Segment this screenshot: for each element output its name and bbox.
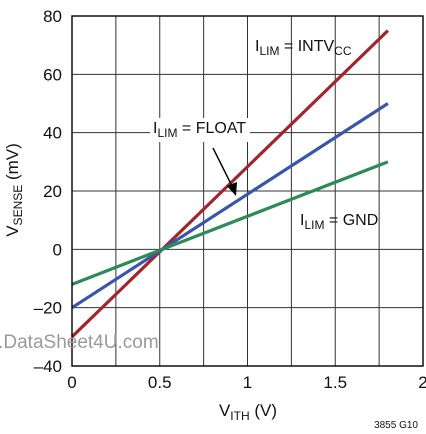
- annotation-float-arrow: [212, 147, 235, 191]
- x-tick-label: 0: [67, 373, 76, 392]
- series-line-float: [71, 102, 389, 310]
- x-axis-title: VITH (V): [219, 401, 277, 423]
- watermark: www.DataSheet4U.com: [0, 332, 159, 353]
- y-axis-title: VSENSE (mV): [3, 143, 25, 237]
- y-tick-label: 20: [43, 182, 62, 201]
- annotation-ilim-float: ILIM = FLOAT: [153, 120, 246, 140]
- y-tick-labels: –40 –20 0 20 40 60 80: [34, 7, 62, 376]
- y-tick-label: –40: [34, 357, 62, 376]
- annotation-ilim-intvcc: ILIM = INTVCC: [255, 38, 352, 58]
- y-tick-label: –20: [34, 299, 62, 318]
- figure-id: 3855 G10: [374, 420, 418, 431]
- annotation-float-background: [150, 118, 250, 142]
- x-tick-label: 2: [418, 373, 426, 392]
- annotation-ilim-gnd: ILIM = GND: [300, 212, 378, 232]
- x-tick-labels: 0 0.5 1 1.5 2: [67, 373, 426, 392]
- y-tick-label: 0: [53, 240, 62, 259]
- y-tick-label: 40: [43, 124, 62, 143]
- x-tick-label: 0.5: [148, 373, 172, 392]
- x-tick-label: 1.5: [323, 373, 347, 392]
- series-lines: [70, 29, 390, 338]
- grid: [72, 16, 423, 366]
- plot-frame: [71, 15, 424, 367]
- y-tick-label: 60: [43, 65, 62, 84]
- annotation-float-arrowhead: [227, 182, 237, 196]
- x-tick-label: 1: [243, 373, 252, 392]
- series-line-gnd: [71, 160, 389, 286]
- series-line-intvcc: [70, 29, 390, 338]
- y-tick-label: 80: [43, 7, 62, 26]
